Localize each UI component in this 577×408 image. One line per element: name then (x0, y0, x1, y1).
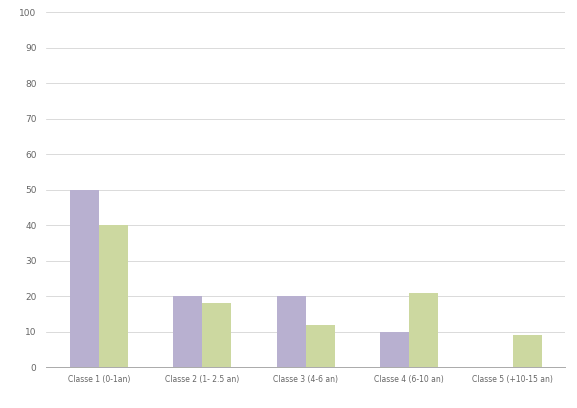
Bar (70, 190, 99, 367)
Bar (380, 332, 409, 367)
Bar (173, 296, 203, 367)
Bar (277, 296, 306, 367)
Bar (409, 293, 439, 367)
Bar (203, 303, 231, 367)
Bar (99, 225, 128, 367)
Bar (306, 325, 335, 367)
Bar (513, 335, 542, 367)
